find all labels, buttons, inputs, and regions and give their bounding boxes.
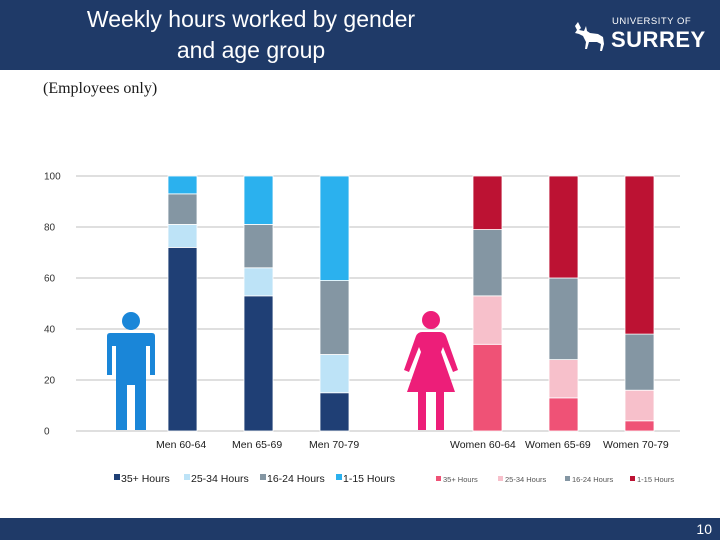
legend-men-label-16-24-hours: 16-24 Hours (267, 473, 325, 485)
man-icon (107, 312, 155, 430)
bar-men-60-64-16-24-hours (167, 193, 198, 225)
bar-women-60-64-35-hours (472, 343, 503, 432)
legend-women-label-25-34-hours: 25-34 Hours (505, 475, 547, 484)
legend-men-swatch-25-34-hours (184, 474, 190, 480)
logo-text-surrey: SURREY (611, 27, 706, 52)
bar-women-65-69-1-15-hours (548, 175, 579, 279)
bar-men-70-79-35-hours (319, 392, 350, 432)
legend-men: 35+ Hours 25-34 Hours 16-24 Hours 1-15 Hour… (114, 473, 395, 485)
y-tick-label-0: 0 (44, 427, 50, 438)
bar-women-60-64-25-34-hours (472, 295, 503, 345)
bar-men-60-64-1-15-hours (167, 175, 198, 195)
gender-icons (107, 311, 458, 430)
bar-men-70-79-1-15-hours (319, 175, 350, 281)
legend-women-swatch-1-15-hours (630, 476, 635, 481)
legend-men-swatch-35-hours (114, 474, 120, 480)
bar-men-60-64-35-hours (167, 246, 198, 432)
legend-women-swatch-25-34-hours (498, 476, 503, 481)
legend-men-label-1-15-hours: 1-15 Hours (343, 473, 395, 485)
x-label-women-60-64: Women 60-64 (450, 439, 516, 451)
legend-women-swatch-35-hours (436, 476, 441, 481)
bars (167, 175, 655, 432)
bar-men-70-79-16-24-hours (319, 280, 350, 355)
legend-women-label-1-15-hours: 1-15 Hours (637, 475, 674, 484)
bar-women-70-79-25-34-hours (624, 389, 655, 422)
slide-subtitle: (Employees only) (43, 80, 158, 97)
y-tick-label-60: 60 (44, 274, 56, 285)
bar-men-65-69-25-34-hours (243, 267, 274, 297)
x-label-women-65-69: Women 65-69 (525, 439, 591, 451)
bar-women-70-79-35-hours (624, 420, 655, 432)
bar-men-65-69-1-15-hours (243, 175, 274, 225)
bar-men-60-64-25-34-hours (167, 224, 198, 248)
legend-women-label-16-24-hours: 16-24 Hours (572, 475, 614, 484)
bar-women-65-69-35-hours (548, 397, 579, 432)
bar-men-70-79-25-34-hours (319, 354, 350, 394)
legend-women-label-35-hours: 35+ Hours (443, 475, 478, 484)
legend-women-swatch-16-24-hours (565, 476, 570, 481)
header-bar: Weekly hours worked by gender and age gr… (0, 0, 720, 70)
footer-bar: 10 (0, 518, 720, 540)
x-label-men-65-69: Men 65-69 (232, 439, 282, 451)
bar-men-65-69-35-hours (243, 295, 274, 432)
bar-men-65-69-16-24-hours (243, 224, 274, 269)
woman-icon (404, 311, 458, 430)
page-number: 10 (696, 521, 712, 537)
legend-men-swatch-16-24-hours (260, 474, 266, 480)
university-logo: UNIVERSITY OF SURREY (572, 14, 705, 58)
bar-women-70-79-1-15-hours (624, 175, 655, 335)
stag-icon (575, 22, 604, 51)
x-axis-labels: Men 60-64 Men 65-69 Men 70-79 Women 60-64 Wo… (156, 439, 669, 451)
logo-text-university: UNIVERSITY OF (612, 16, 692, 27)
y-tick-label-40: 40 (44, 325, 56, 336)
legend-men-label-35-hours: 35+ Hours (121, 473, 170, 485)
slide-title: Weekly hours worked by gender and age gr… (86, 4, 416, 66)
y-tick-label-20: 20 (44, 376, 56, 387)
bar-women-65-69-16-24-hours (548, 277, 579, 360)
y-tick-label-100: 100 (44, 172, 61, 183)
bar-women-60-64-16-24-hours (472, 229, 503, 297)
title-line-2: and age group (176, 37, 326, 63)
bar-women-65-69-25-34-hours (548, 359, 579, 399)
title-line-1: Weekly hours worked by gender (86, 6, 416, 32)
bar-women-70-79-16-24-hours (624, 333, 655, 391)
legend-men-label-25-34-hours: 25-34 Hours (191, 473, 249, 485)
y-tick-label-80: 80 (44, 223, 56, 234)
legend-women: 35+ Hours 25-34 Hours 16-24 Hours 1-15 Hour… (436, 475, 674, 484)
x-label-men-70-79: Men 70-79 (309, 439, 359, 451)
x-label-women-70-79: Women 70-79 (603, 439, 669, 451)
x-label-men-60-64: Men 60-64 (156, 439, 206, 451)
bar-women-60-64-1-15-hours (472, 175, 503, 230)
legend-men-swatch-1-15-hours (336, 474, 342, 480)
